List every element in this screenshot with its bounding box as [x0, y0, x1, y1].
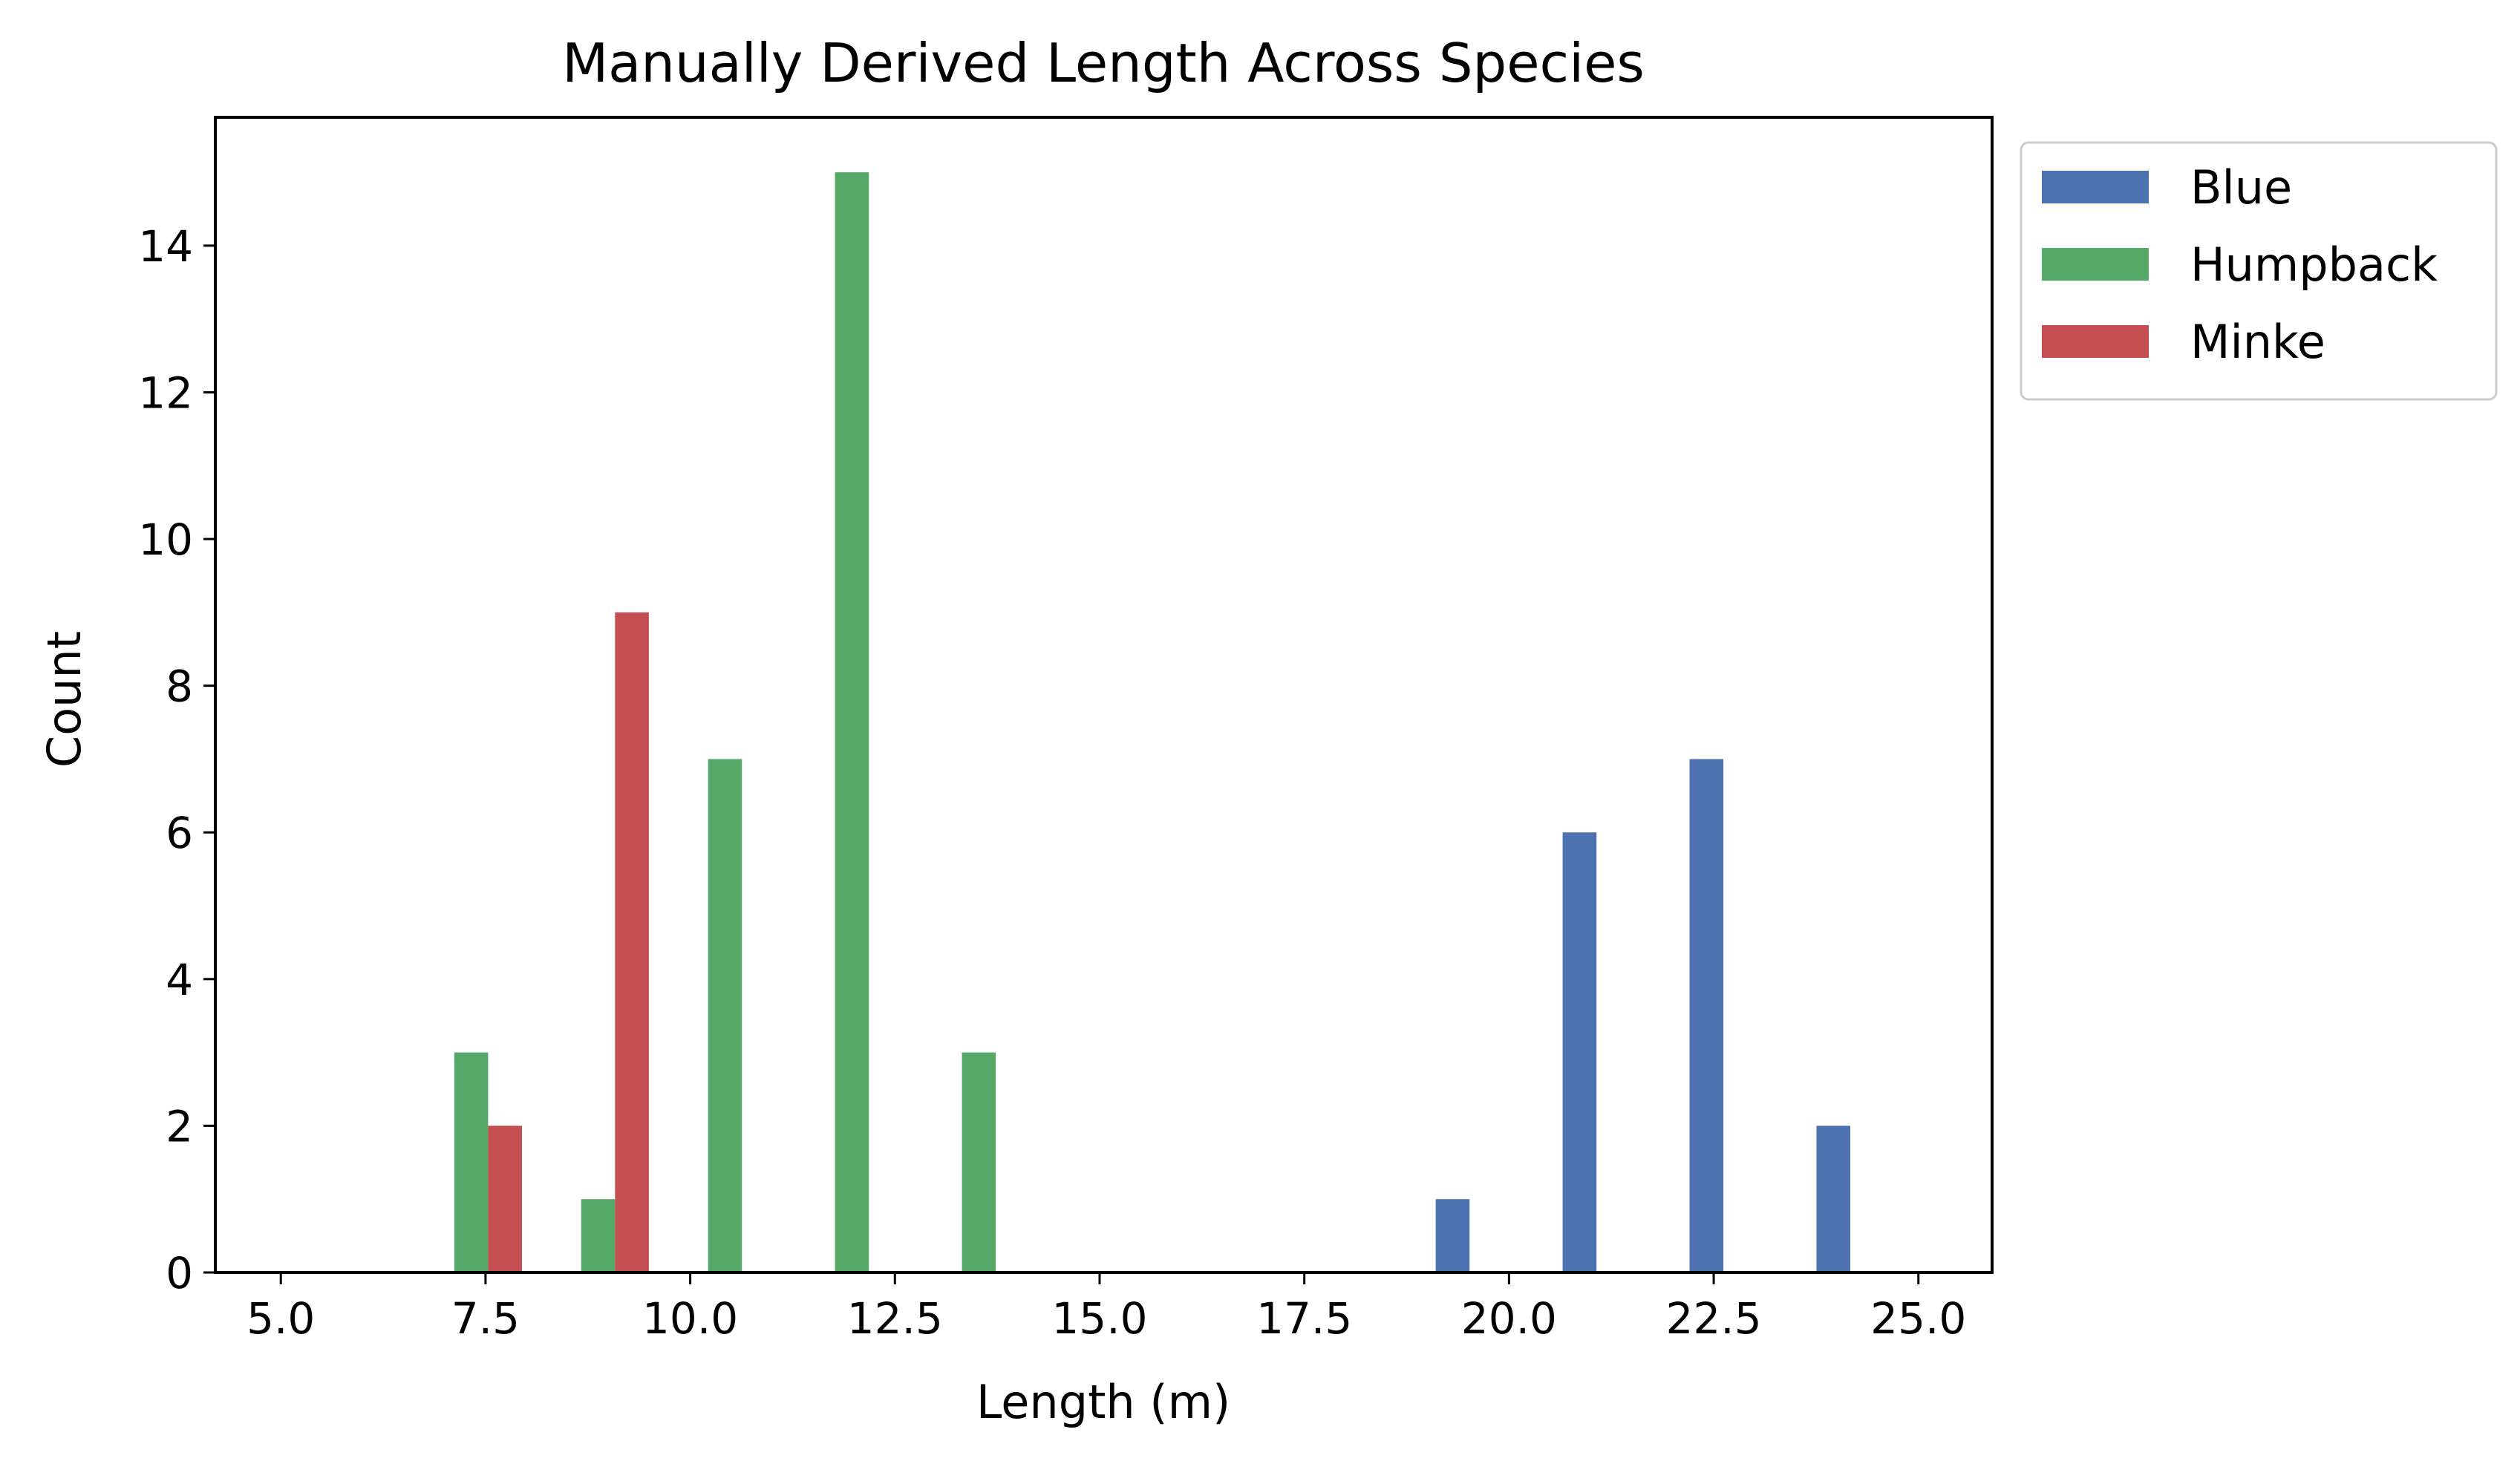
- x-tick-label: 10.0: [642, 1293, 738, 1344]
- bar-minke-1: [488, 1125, 522, 1272]
- legend-swatch-humpback: [2042, 248, 2149, 281]
- y-tick-label: 6: [166, 808, 193, 858]
- bar-blue-9: [1435, 1199, 1470, 1272]
- x-tick-label: 25.0: [1870, 1293, 1966, 1344]
- plot-area: [454, 172, 1851, 1273]
- axes: 5.0 7.5 10.0 12.5 15.0 17.5 20.0 22.5 25.0 0 2 4 6 8 1…: [138, 116, 1994, 1344]
- bar-blue-11: [1689, 759, 1724, 1272]
- bar-humpback-2: [581, 1199, 616, 1272]
- x-tick-label: 15.0: [1051, 1293, 1147, 1344]
- bar-blue-10: [1562, 832, 1597, 1272]
- y-tick-label: 8: [166, 661, 193, 712]
- plot-frame: [214, 116, 1994, 1274]
- legend: Blue Humpback Minke: [2020, 141, 2498, 401]
- legend-swatch-blue: [2042, 171, 2149, 203]
- chart-title: Manually Derived Length Across Species: [562, 32, 1645, 94]
- x-tick-label: 17.5: [1256, 1293, 1352, 1344]
- y-tick-label: 12: [138, 367, 193, 418]
- x-tick-label: 7.5: [451, 1293, 520, 1344]
- y-tick-label: 14: [138, 221, 193, 272]
- y-tick-label: 0: [166, 1248, 193, 1298]
- bar-humpback-4: [835, 172, 869, 1273]
- y-tick-label: 10: [138, 514, 193, 565]
- x-tick-label: 5.0: [247, 1293, 315, 1344]
- legend-label-blue: Blue: [2190, 160, 2292, 215]
- bar-blue-12: [1816, 1125, 1851, 1272]
- y-axis-label-group: Count: [37, 631, 91, 768]
- bar-humpback-3: [708, 759, 742, 1272]
- bar-humpback-1: [454, 1052, 489, 1272]
- x-axis-label: Length (m): [976, 1375, 1230, 1429]
- y-axis-label: Count: [37, 631, 91, 768]
- bar-humpback-5: [962, 1052, 996, 1272]
- x-tick-label: 12.5: [847, 1293, 943, 1344]
- x-tick-label: 20.0: [1461, 1293, 1557, 1344]
- legend-label-humpback: Humpback: [2190, 238, 2438, 292]
- y-tick-label: 4: [166, 955, 193, 1005]
- x-tick-label: 22.5: [1665, 1293, 1761, 1344]
- legend-swatch-minke: [2042, 325, 2149, 358]
- bar-minke-2: [615, 612, 649, 1272]
- y-tick-label: 2: [166, 1101, 193, 1151]
- legend-label-minke: Minke: [2190, 315, 2325, 369]
